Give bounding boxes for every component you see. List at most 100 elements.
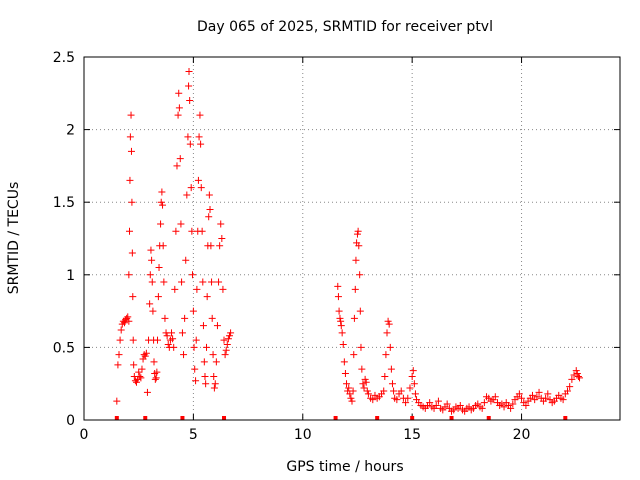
data-point xyxy=(161,314,169,322)
data-point xyxy=(205,213,213,221)
data-point xyxy=(203,343,211,351)
data-point xyxy=(187,184,195,192)
data-point xyxy=(351,285,359,293)
data-point xyxy=(570,371,578,379)
gap-marker xyxy=(143,416,148,420)
data-point xyxy=(189,271,197,279)
data-point xyxy=(563,387,571,395)
data-point xyxy=(194,176,202,184)
data-point xyxy=(350,314,358,322)
data-point xyxy=(343,380,351,388)
data-point xyxy=(133,378,141,386)
data-point xyxy=(218,235,226,242)
data-point xyxy=(138,365,146,373)
data-point xyxy=(217,220,225,228)
data-point xyxy=(572,367,580,375)
data-point xyxy=(172,227,180,235)
data-point xyxy=(434,397,442,405)
data-point xyxy=(216,242,224,250)
data-point xyxy=(142,349,150,357)
data-point xyxy=(146,271,154,279)
data-point xyxy=(358,365,366,373)
data-point xyxy=(426,399,434,407)
data-point xyxy=(178,278,186,286)
x-tick-label: 0 xyxy=(80,427,89,443)
data-point xyxy=(208,314,216,322)
data-point xyxy=(196,111,204,119)
chart-gap-markers xyxy=(114,416,568,420)
data-point xyxy=(408,372,416,380)
data-point xyxy=(124,313,132,321)
data-point xyxy=(355,242,363,250)
data-point xyxy=(113,397,121,405)
data-point xyxy=(227,329,235,337)
data-point xyxy=(126,176,134,184)
data-point xyxy=(507,404,515,412)
data-point xyxy=(199,322,207,330)
data-point xyxy=(170,343,178,351)
data-point xyxy=(356,271,364,279)
data-point xyxy=(185,68,193,76)
data-point xyxy=(338,329,346,337)
data-point xyxy=(152,374,160,382)
data-point xyxy=(164,340,172,348)
data-point xyxy=(198,227,206,235)
data-point xyxy=(197,140,205,148)
data-point xyxy=(384,317,392,325)
data-point xyxy=(174,111,182,119)
data-point xyxy=(159,242,167,250)
data-point xyxy=(361,375,369,383)
data-point xyxy=(163,332,171,340)
data-point xyxy=(129,293,137,301)
data-point xyxy=(155,264,163,272)
data-point xyxy=(202,380,210,388)
data-point xyxy=(183,191,191,199)
data-point xyxy=(146,300,154,308)
data-point xyxy=(157,220,165,228)
data-point xyxy=(518,394,526,402)
data-point xyxy=(205,191,213,199)
data-point xyxy=(177,220,185,228)
data-point xyxy=(168,329,176,337)
x-axis-label: GPS time / hours xyxy=(286,459,403,475)
data-point xyxy=(500,403,508,411)
data-point xyxy=(153,368,161,376)
data-point xyxy=(210,384,218,392)
data-point xyxy=(215,278,223,286)
chart-title: Day 065 of 2025, SRMTID for receiver ptv… xyxy=(197,19,493,35)
data-point xyxy=(346,390,354,398)
data-point xyxy=(171,285,179,293)
data-point xyxy=(114,361,122,369)
data-point xyxy=(137,374,145,382)
data-point xyxy=(186,140,194,148)
data-point xyxy=(574,372,582,380)
x-tick-label: 20 xyxy=(513,427,531,443)
data-point xyxy=(184,133,192,141)
data-point xyxy=(568,375,576,383)
data-point xyxy=(509,400,517,408)
data-point xyxy=(151,375,159,383)
data-point xyxy=(191,365,199,373)
data-point xyxy=(369,396,377,404)
plot-frame xyxy=(83,56,621,421)
data-point xyxy=(210,372,218,380)
data-point xyxy=(542,394,550,402)
data-point xyxy=(345,384,353,392)
chart-grid xyxy=(84,57,620,420)
data-point xyxy=(385,320,393,328)
data-point xyxy=(350,351,358,359)
data-point xyxy=(220,336,228,344)
chart-points xyxy=(113,68,584,415)
data-point xyxy=(222,346,230,354)
chart-ticks: 0 5 10 15 20 0 0.5 1 1.5 2 2.5 xyxy=(53,50,620,443)
data-point xyxy=(406,384,414,392)
data-point xyxy=(219,285,227,293)
data-point xyxy=(356,307,364,315)
data-point xyxy=(209,351,217,359)
data-point xyxy=(192,377,200,385)
data-point xyxy=(208,278,216,286)
x-tick-label: 5 xyxy=(189,427,198,443)
data-point xyxy=(362,378,370,386)
data-point xyxy=(349,387,357,395)
data-point xyxy=(185,82,193,90)
